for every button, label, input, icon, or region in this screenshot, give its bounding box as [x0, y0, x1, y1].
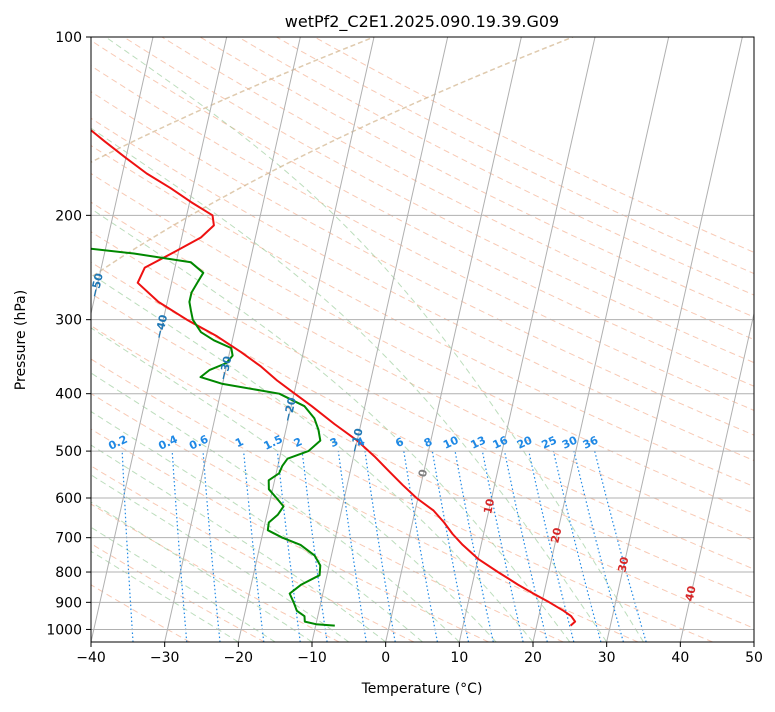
x-tick-label: −20: [224, 650, 254, 666]
y-tick-label: 800: [55, 565, 82, 581]
x-tick-label: 50: [745, 650, 763, 666]
y-axis-label: Pressure (hPa): [13, 290, 29, 390]
y-tick-label: 1000: [46, 622, 82, 638]
y-tick-label: 100: [55, 30, 82, 46]
x-tick-label: 40: [671, 650, 689, 666]
x-tick-label: −40: [76, 650, 106, 666]
x-tick-label: 10: [450, 650, 468, 666]
chart-title: wetPf2_C2E1.2025.090.19.39.G09: [285, 12, 559, 32]
y-tick-label: 500: [55, 444, 82, 460]
x-tick-label: −10: [297, 650, 327, 666]
y-tick-label: 400: [55, 387, 82, 403]
y-tick-label: 200: [55, 208, 82, 224]
x-tick-label: 0: [381, 650, 390, 666]
y-tick-label: 900: [55, 595, 82, 611]
y-tick-label: 700: [55, 531, 82, 547]
x-tick-label: −30: [150, 650, 180, 666]
x-axis-label: Temperature (°C): [361, 681, 483, 697]
y-tick-label: 600: [55, 491, 82, 507]
y-tick-label: 300: [55, 313, 82, 329]
x-tick-label: 20: [524, 650, 542, 666]
x-tick-label: 30: [598, 650, 616, 666]
